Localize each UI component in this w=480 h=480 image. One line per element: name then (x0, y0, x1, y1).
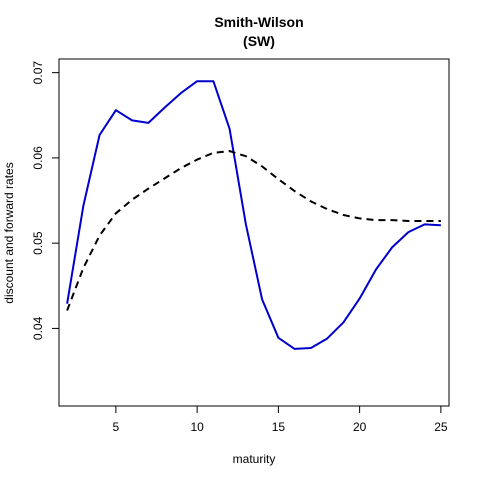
y-tick-label: 0.06 (31, 146, 45, 170)
x-axis-label: maturity (233, 452, 276, 466)
y-tick-label: 0.05 (31, 231, 45, 255)
y-axis: 0.04 0.05 0.06 0.07 (31, 61, 60, 340)
x-axis: 5 10 15 20 25 (113, 405, 448, 434)
x-tick-label: 10 (190, 420, 204, 434)
series-line-discount-dashed (66, 150, 441, 311)
y-tick-label: 0.04 (31, 316, 45, 340)
x-tick-label: 15 (272, 420, 286, 434)
x-tick-label: 20 (353, 420, 367, 434)
series-layer (66, 80, 441, 350)
series-line-forward-solid (66, 80, 441, 350)
y-tick-label: 0.07 (31, 61, 45, 85)
x-tick-label: 25 (434, 420, 448, 434)
x-tick-label: 5 (113, 420, 120, 434)
chart-title-line-1: Smith-Wilson (214, 14, 303, 30)
chart-title-line-2: (SW) (243, 33, 275, 49)
y-axis-label: discount and forward rates (2, 162, 16, 303)
